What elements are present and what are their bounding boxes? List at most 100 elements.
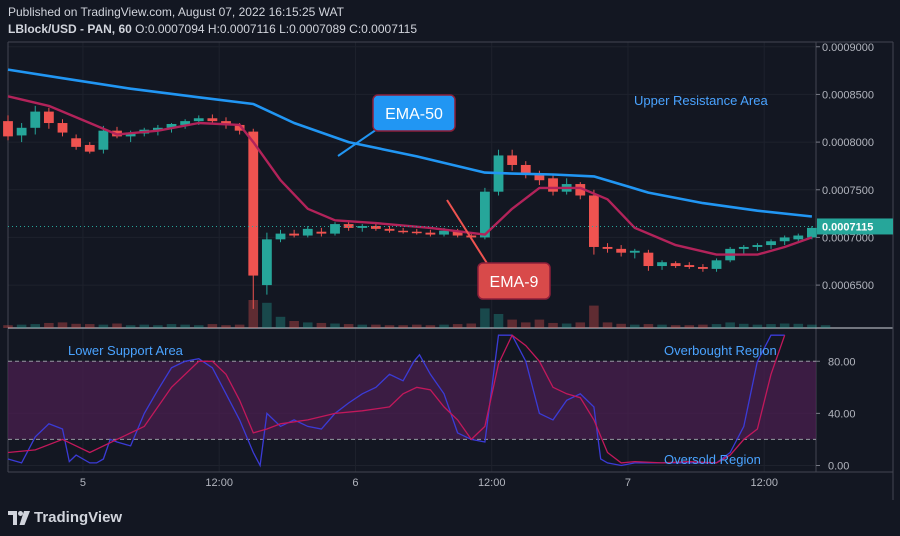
candle[interactable]	[289, 229, 300, 238]
candle[interactable]	[221, 117, 231, 129]
candle[interactable]	[16, 123, 27, 143]
candle[interactable]	[752, 243, 763, 251]
overbought-label: Overbought Region	[664, 343, 777, 358]
candle-body	[711, 260, 722, 269]
volume-bar	[57, 322, 68, 328]
volume-bar	[616, 323, 626, 328]
time-axis-label: 6	[352, 477, 358, 489]
volume-bar	[643, 324, 654, 328]
candle[interactable]	[261, 232, 272, 295]
candle-body	[152, 127, 163, 131]
volume-bar	[384, 325, 395, 328]
candle[interactable]	[575, 182, 586, 200]
candle[interactable]	[357, 224, 368, 232]
candle[interactable]	[738, 245, 749, 254]
ema9-line[interactable]	[7, 95, 813, 256]
candle[interactable]	[766, 239, 776, 249]
volume-bar	[534, 319, 545, 328]
volume-bar	[412, 324, 422, 328]
price-axis-label: 0.0008500	[822, 89, 874, 101]
candle-body	[180, 121, 191, 125]
candle[interactable]	[84, 142, 95, 154]
volume-bar	[357, 324, 368, 328]
candle-body	[807, 227, 817, 238]
candle[interactable]	[643, 249, 654, 271]
candle[interactable]	[507, 149, 518, 171]
candle[interactable]	[98, 125, 109, 154]
volume-bar	[425, 325, 436, 328]
candle[interactable]	[779, 235, 790, 246]
candle[interactable]	[316, 227, 327, 237]
candle[interactable]	[670, 261, 681, 268]
time-axis: 5 12:00 6 12:00 7 12:00	[80, 477, 778, 489]
volume-bar	[670, 325, 681, 328]
chart-canvas[interactable]: EMA-50 EMA-9 Upper Resistance Area 0.000900…	[0, 0, 900, 500]
time-axis-label: 7	[625, 477, 631, 489]
volume-bar	[207, 324, 218, 328]
candle-body	[616, 248, 627, 253]
candle[interactable]	[275, 229, 286, 243]
candle[interactable]	[330, 222, 340, 236]
candle[interactable]	[71, 134, 82, 150]
volume-bar	[44, 322, 54, 328]
candle[interactable]	[479, 187, 490, 240]
volume-bar	[452, 324, 463, 328]
candle[interactable]	[561, 178, 572, 195]
stoch-d-line[interactable]	[7, 334, 786, 464]
candle[interactable]	[520, 161, 531, 179]
candle-body	[752, 245, 763, 247]
tradingview-logo[interactable]: TradingView	[8, 509, 122, 526]
candle-body	[261, 239, 272, 286]
stoch-k-line[interactable]	[7, 334, 785, 468]
candle[interactable]	[588, 189, 599, 255]
candle-body	[684, 265, 695, 267]
time-axis-label: 12:00	[750, 477, 778, 489]
candle[interactable]	[629, 248, 640, 259]
candle[interactable]	[180, 119, 191, 129]
candle-body	[452, 230, 463, 236]
candle[interactable]	[711, 258, 722, 272]
candle[interactable]	[425, 229, 436, 237]
ohlc-open: O:0.0007094	[135, 22, 205, 36]
candle[interactable]	[30, 105, 41, 135]
candle-body	[548, 178, 558, 192]
candle[interactable]	[684, 262, 695, 269]
candle[interactable]	[698, 264, 708, 272]
ema50-line[interactable]	[7, 68, 813, 218]
candle[interactable]	[616, 245, 627, 257]
candle[interactable]	[302, 225, 313, 238]
candle[interactable]	[807, 225, 817, 240]
candle[interactable]	[3, 115, 13, 141]
candle-body	[602, 246, 613, 249]
ema50-callout-box[interactable]	[372, 94, 456, 132]
volume-bar	[752, 324, 763, 328]
candle-body	[425, 232, 436, 235]
candle-body	[657, 262, 667, 267]
ema9-callout-box[interactable]	[477, 262, 551, 300]
candles	[3, 105, 831, 309]
candle[interactable]	[248, 128, 259, 309]
candle[interactable]	[548, 174, 558, 196]
candle-body	[207, 118, 218, 122]
candle[interactable]	[602, 243, 613, 253]
candle-body	[411, 231, 422, 234]
candle[interactable]	[398, 227, 409, 234]
volume-bar	[711, 324, 722, 328]
candle[interactable]	[411, 228, 422, 235]
candle-body	[643, 252, 654, 267]
candle[interactable]	[57, 119, 68, 137]
candle-body	[766, 241, 776, 246]
candle-body	[98, 130, 109, 150]
candle-body	[466, 235, 477, 238]
candle-body	[779, 237, 790, 242]
candle-body	[30, 111, 41, 128]
candle[interactable]	[43, 107, 54, 129]
volume-bar	[289, 321, 299, 328]
time-axis-label: 12:00	[205, 477, 233, 489]
candle[interactable]	[657, 260, 667, 270]
symbol-label: LBlock/USD - PAN, 60	[8, 22, 132, 36]
candle[interactable]	[384, 225, 395, 233]
candle-body	[316, 231, 327, 234]
candle[interactable]	[207, 114, 218, 124]
